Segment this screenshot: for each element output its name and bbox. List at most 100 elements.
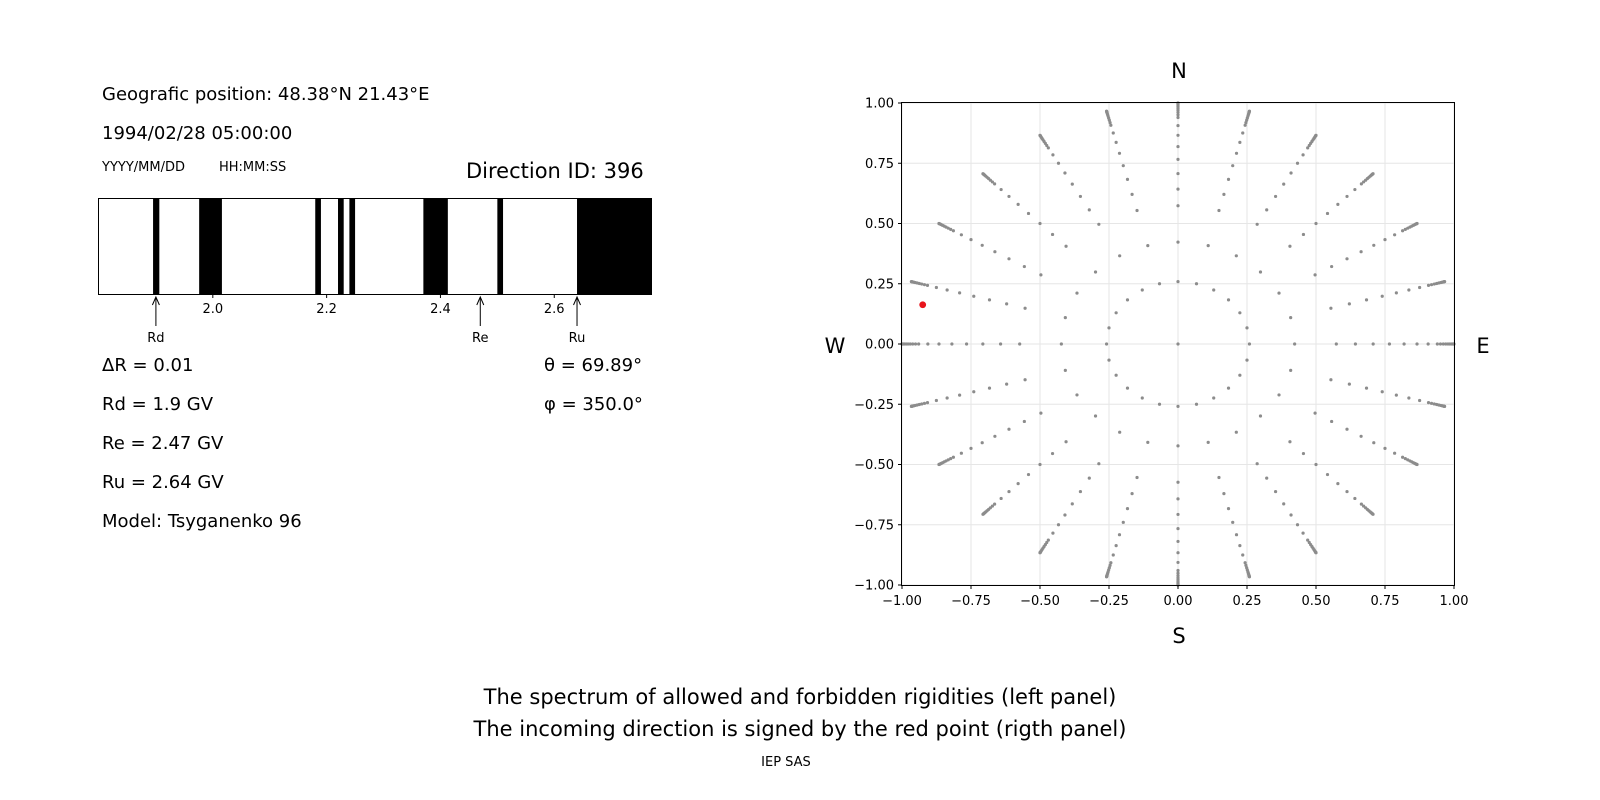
direction-point — [950, 342, 954, 346]
direction-point — [1007, 257, 1011, 261]
direction-point — [1046, 146, 1050, 150]
model-label: Model: Tsyganenko 96 — [102, 511, 302, 532]
direction-point — [972, 294, 976, 298]
direction-point — [999, 187, 1003, 192]
direction-point — [1289, 171, 1293, 175]
direction-point — [1194, 402, 1199, 406]
direction-point — [1402, 342, 1406, 346]
direction-point — [1364, 386, 1369, 390]
direction-point — [1176, 404, 1180, 408]
y-tick-label: 0.50 — [865, 217, 894, 232]
direction-point — [1039, 273, 1043, 277]
direction-point — [987, 298, 992, 302]
direction-point — [1063, 513, 1067, 517]
direction-point — [1206, 244, 1210, 248]
direction-point — [1288, 440, 1292, 444]
direction-point — [1289, 316, 1293, 320]
direction-point — [1176, 571, 1180, 575]
direction-point — [1359, 182, 1363, 186]
direction-point — [1007, 427, 1011, 431]
direction-point — [1176, 115, 1180, 120]
direction-point — [1022, 264, 1026, 269]
direction-point — [1231, 164, 1235, 168]
direction-point — [1087, 476, 1091, 480]
direction-point — [1383, 238, 1387, 242]
direction-point — [1371, 512, 1375, 516]
direction-point — [1093, 414, 1098, 418]
direction-point — [1117, 533, 1122, 537]
direction-point — [1226, 177, 1231, 181]
direction-point — [993, 182, 997, 186]
direction-point — [993, 434, 997, 438]
direction-point — [1016, 202, 1020, 207]
credit: IEP SAS — [761, 755, 811, 770]
direction-point — [1247, 342, 1252, 346]
direction-point — [1401, 455, 1405, 459]
re-value: Re = 2.47 GV — [102, 433, 224, 454]
direction-point — [1125, 507, 1130, 511]
direction-point — [1097, 222, 1101, 226]
direction-point — [1393, 451, 1397, 455]
direction-point — [909, 404, 914, 408]
direction-point — [1359, 502, 1363, 506]
direction-point — [1245, 326, 1249, 330]
direction-point — [922, 401, 927, 405]
direction-point — [1407, 396, 1411, 400]
direction-point — [1109, 123, 1113, 127]
direction-point — [1289, 513, 1293, 517]
y-tick-label: 1.00 — [865, 97, 894, 112]
x-tick-label: 0.25 — [1233, 594, 1262, 609]
direction-point — [1415, 462, 1419, 467]
direction-point — [1372, 243, 1376, 247]
direction-point — [980, 243, 984, 247]
direction-point — [981, 512, 985, 516]
direction-point — [1359, 434, 1363, 438]
direction-point — [1007, 194, 1011, 199]
direction-point — [981, 342, 985, 346]
forbidden-bar-1 — [199, 199, 222, 294]
direction-point — [1301, 153, 1305, 157]
x-tick-label: 0.75 — [1371, 594, 1400, 609]
direction-point — [1429, 283, 1434, 287]
direction-point — [1038, 551, 1042, 555]
direction-point — [909, 280, 914, 284]
forbidden-bar-5 — [423, 199, 448, 294]
spectrum-tick-label: 2.0 — [202, 302, 223, 317]
direction-point — [1438, 342, 1443, 346]
direction-point — [1255, 222, 1259, 226]
direction-point — [949, 457, 953, 461]
direction-point — [1383, 446, 1387, 450]
direction-point — [1258, 414, 1263, 418]
compass-north: N — [1171, 59, 1187, 83]
direction-point — [1329, 306, 1333, 310]
direction-point — [1176, 560, 1180, 565]
direction-point — [1176, 527, 1180, 531]
direction-point — [1329, 378, 1333, 382]
direction-point — [1070, 502, 1074, 506]
direction-point — [969, 446, 973, 450]
delta-r-value: ΔR = 0.01 — [102, 355, 194, 376]
direction-point — [1426, 283, 1431, 287]
direction-point — [1394, 291, 1398, 295]
direction-point — [1345, 427, 1349, 431]
direction-point — [972, 390, 976, 394]
direction-point — [1432, 282, 1436, 286]
direction-point — [1023, 306, 1027, 310]
direction-point — [1194, 282, 1199, 286]
direction-point — [1226, 298, 1231, 302]
direction-point — [1063, 316, 1067, 320]
direction-point — [1265, 476, 1269, 480]
y-tick-label: −1.00 — [854, 579, 894, 594]
direction-point — [1078, 489, 1083, 494]
direction-point — [1282, 502, 1286, 506]
direction-point — [925, 283, 930, 287]
direction-point — [1282, 182, 1286, 186]
spectrum-markers: Rd Re Ru — [147, 295, 585, 346]
direction-point — [1226, 386, 1231, 390]
direction-point — [1212, 288, 1216, 292]
direction-point — [920, 282, 924, 286]
direction-point — [1371, 342, 1375, 346]
direction-point — [1401, 229, 1405, 233]
direction-point — [1146, 440, 1150, 444]
direction-point — [1429, 401, 1434, 405]
